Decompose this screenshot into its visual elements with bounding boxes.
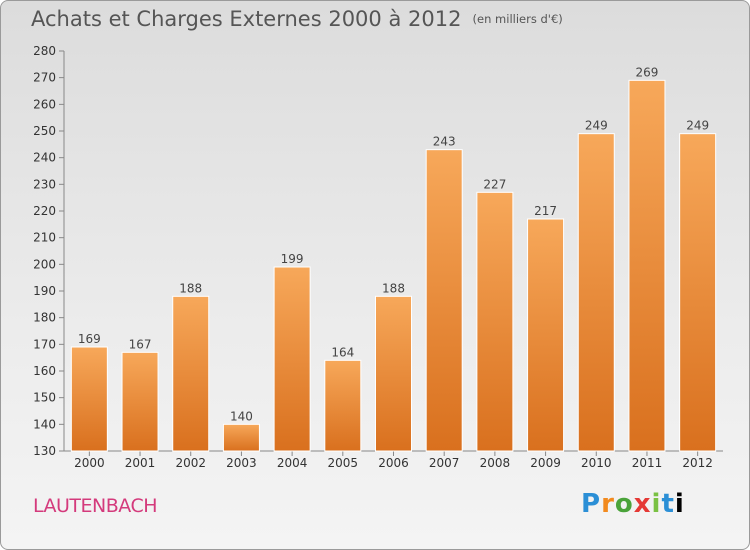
bar <box>222 423 260 452</box>
y-tick-label: 210 <box>33 231 56 245</box>
x-tick-label: 2011 <box>632 456 663 470</box>
bar <box>425 149 463 452</box>
x-tick-label: 2009 <box>530 456 561 470</box>
y-tick-label: 200 <box>33 257 56 271</box>
x-tick-label: 2006 <box>378 456 409 470</box>
logo-letter: r <box>601 489 615 519</box>
y-tick-label: 160 <box>33 364 56 378</box>
data-label: 249 <box>686 119 709 133</box>
bar <box>476 191 514 452</box>
chart-title: Achats et Charges Externes 2000 à 2012 <box>31 7 462 31</box>
data-label: 227 <box>483 177 506 191</box>
x-tick-label: 2002 <box>175 456 206 470</box>
data-label: 243 <box>433 135 456 149</box>
y-tick-label: 130 <box>33 444 56 458</box>
chart-title-block: Achats et Charges Externes 2000 à 2012 (… <box>31 7 563 31</box>
x-tick-label: 2010 <box>581 456 612 470</box>
data-label: 188 <box>382 281 405 295</box>
data-label: 140 <box>230 409 253 423</box>
bar <box>121 351 159 452</box>
x-tick-label: 2000 <box>74 456 105 470</box>
y-tick-label: 270 <box>33 71 56 85</box>
data-label: 164 <box>331 345 354 359</box>
chart-axes: 130 140 150 160 170 180 190 200 210 220 230 240 250 2… <box>33 44 723 470</box>
bar <box>375 295 412 452</box>
x-tick-label: 2005 <box>328 456 359 470</box>
logo-letter: o <box>614 489 634 519</box>
logo-letter: i <box>651 489 662 519</box>
y-tick-label: 180 <box>33 311 56 325</box>
y-tick-label: 260 <box>33 97 56 111</box>
data-label: 167 <box>129 337 152 351</box>
logo-letter: P <box>581 489 602 519</box>
data-label: 249 <box>585 119 608 133</box>
y-tick-label: 250 <box>33 124 56 138</box>
x-tick-label: 2012 <box>682 456 713 470</box>
logo-letter: i <box>674 489 685 519</box>
commune-name: LAUTENBACH <box>33 495 158 517</box>
chart-bars: 169 167 188 140 199 164 188 243 227 217 249 269 249 <box>70 65 717 452</box>
bar <box>679 133 717 452</box>
chart-unit: (en milliers d'€) <box>472 12 563 26</box>
logo-letter: t <box>661 489 675 519</box>
y-tick-label: 220 <box>33 204 56 218</box>
bar <box>70 346 108 452</box>
data-label: 269 <box>636 65 659 79</box>
y-tick-label: 170 <box>33 337 56 351</box>
x-tick-label: 2001 <box>125 456 156 470</box>
y-tick-label: 150 <box>33 391 56 405</box>
y-tick-label: 190 <box>33 284 56 298</box>
y-tick-label: 230 <box>33 177 56 191</box>
data-label: 169 <box>78 332 101 346</box>
y-tick-label: 140 <box>33 417 56 431</box>
data-label: 199 <box>281 252 304 266</box>
logo-letter: x <box>633 489 652 519</box>
bar <box>273 266 311 452</box>
data-label: 217 <box>534 204 557 218</box>
bar <box>172 295 210 452</box>
x-tick-label: 2004 <box>277 456 308 470</box>
bar <box>577 133 615 452</box>
x-tick-label: 2003 <box>226 456 257 470</box>
y-tick-label: 240 <box>33 151 56 165</box>
y-tick-label: 280 <box>33 44 56 58</box>
x-tick-label: 2008 <box>480 456 511 470</box>
x-tick-label: 2007 <box>429 456 460 470</box>
bar <box>527 218 565 452</box>
bar <box>324 359 362 452</box>
proxiti-logo: Proxiti <box>581 489 685 519</box>
data-label: 188 <box>179 281 202 295</box>
bar <box>628 79 666 452</box>
